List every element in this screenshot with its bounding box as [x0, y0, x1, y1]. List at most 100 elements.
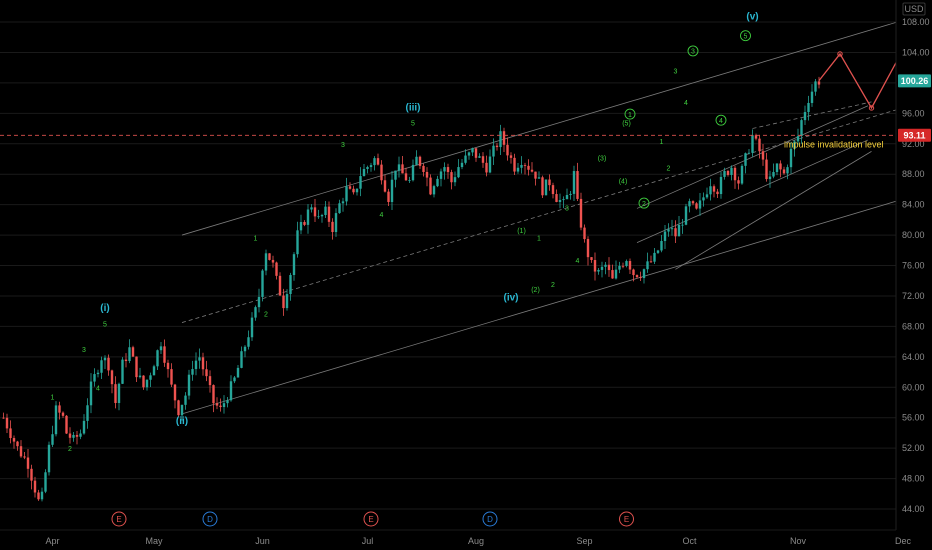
candle-body — [338, 203, 341, 214]
candle-body — [194, 360, 198, 370]
candle-body — [614, 269, 618, 279]
candle-body — [33, 480, 37, 493]
candle-body — [747, 152, 751, 154]
candle-body — [2, 417, 5, 419]
candle-body — [754, 135, 758, 139]
candle-body — [684, 206, 688, 225]
candle-body — [775, 163, 779, 173]
event-marker[interactable]: E — [619, 511, 634, 527]
candle-body — [100, 360, 103, 373]
event-label: E — [116, 515, 121, 524]
candle-body — [534, 171, 537, 179]
candle-body — [450, 172, 453, 183]
candle-body — [348, 186, 352, 189]
candle-body — [96, 372, 100, 375]
candle-body — [495, 145, 499, 148]
time-tick-label: Oct — [682, 536, 697, 546]
candle-body — [737, 180, 740, 184]
candle-body — [604, 264, 607, 267]
price-tick-label: 68.00 — [902, 321, 925, 331]
candle-body — [187, 374, 191, 396]
event-label: E — [368, 515, 373, 524]
candle-body — [54, 405, 58, 435]
wave-label: 4 — [576, 258, 580, 265]
candle-body — [37, 492, 40, 500]
candle-body — [89, 381, 93, 406]
candle-body — [516, 167, 520, 172]
candle-body — [30, 468, 33, 481]
candle-body — [82, 420, 86, 434]
candle-body — [520, 165, 523, 168]
candle-body — [625, 261, 628, 266]
event-marker[interactable]: E — [363, 511, 379, 527]
candle-body — [691, 201, 695, 204]
wave-label: 1 — [660, 139, 664, 146]
candle-body — [639, 277, 642, 279]
price-tick-label: 64.00 — [902, 352, 925, 362]
event-marker[interactable]: D — [202, 511, 218, 527]
candle-body — [397, 164, 401, 171]
candle-body — [744, 153, 747, 166]
time-tick-label: Aug — [468, 536, 484, 546]
wave-label: (ii) — [176, 416, 188, 427]
wave-label-circle — [638, 197, 650, 209]
candle-body — [240, 351, 243, 368]
candle-body — [229, 381, 233, 401]
candle-body — [275, 262, 278, 276]
candle-body — [9, 428, 12, 439]
grid-lines — [0, 21, 896, 510]
candle-body — [579, 198, 583, 228]
candle-body — [611, 270, 614, 279]
candle-body — [698, 200, 702, 209]
candle-body — [467, 152, 471, 156]
event-marker[interactable]: E — [111, 511, 127, 527]
candle-body — [558, 200, 562, 202]
time-tick-label: Dec — [895, 536, 912, 546]
candle-body — [254, 307, 257, 318]
candle-body — [488, 156, 492, 173]
candle-body — [278, 275, 282, 296]
candle-body — [401, 164, 404, 174]
candle-body — [180, 404, 184, 416]
candle-body — [765, 159, 768, 180]
candle-body — [733, 167, 737, 181]
candle-body — [131, 347, 135, 357]
candle-body — [723, 170, 726, 177]
candle-body — [705, 194, 709, 198]
candle-body — [663, 231, 667, 242]
candle-body — [478, 156, 481, 158]
wave-label: 5 — [411, 120, 415, 127]
event-label: E — [624, 515, 629, 524]
candle-body — [317, 216, 320, 218]
channel-line — [181, 11, 932, 236]
candle-body — [121, 359, 124, 384]
candle-body — [331, 221, 334, 233]
wave-label: 3 — [565, 206, 569, 213]
candle-body — [527, 165, 530, 170]
price-tick-label: 80.00 — [902, 230, 925, 240]
currency-label: USD — [904, 4, 924, 14]
candle-body — [786, 167, 789, 174]
price-tick-label: 44.00 — [902, 504, 925, 514]
time-axis[interactable]: Apr May Jun Jul Aug Sep Oct Nov Dec — [0, 529, 912, 546]
wave-label: 3 — [691, 49, 695, 56]
candle-body — [800, 120, 803, 137]
price-axis[interactable]: USD 108.00104.00100.0096.0092.0088.0084.… — [895, 0, 932, 550]
candle-body — [159, 346, 163, 351]
candle-body — [789, 148, 793, 168]
candle-body — [166, 362, 170, 370]
projection-point — [837, 51, 843, 57]
wave-label-circle — [687, 45, 699, 57]
candle-body — [649, 261, 653, 263]
candle-body — [716, 191, 719, 195]
candle-body — [219, 405, 222, 408]
event-marker[interactable]: D — [482, 511, 498, 527]
candle-body — [453, 177, 457, 183]
event-circle — [363, 511, 379, 527]
candle-body — [565, 194, 569, 200]
wave-label: 2 — [264, 311, 268, 318]
candle-body — [72, 434, 75, 438]
wave-label: 1 — [537, 235, 541, 242]
candle-body — [670, 228, 674, 230]
